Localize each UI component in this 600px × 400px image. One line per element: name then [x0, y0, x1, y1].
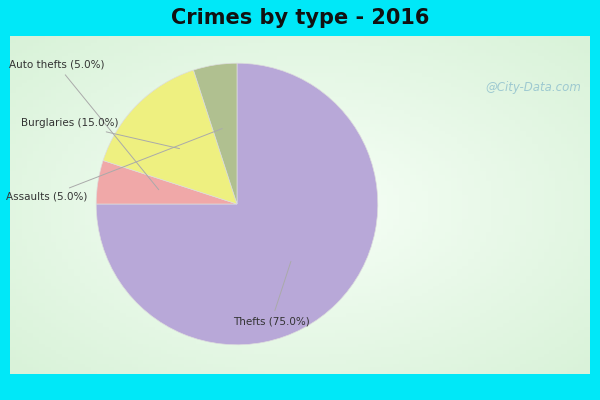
Text: Crimes by type - 2016: Crimes by type - 2016: [171, 8, 429, 28]
Wedge shape: [96, 63, 378, 345]
Wedge shape: [103, 70, 237, 204]
Text: Burglaries (15.0%): Burglaries (15.0%): [21, 118, 179, 149]
Wedge shape: [96, 160, 237, 204]
Wedge shape: [193, 63, 237, 204]
Text: Thefts (75.0%): Thefts (75.0%): [233, 262, 310, 326]
Text: @City-Data.com: @City-Data.com: [485, 82, 581, 94]
Text: Assaults (5.0%): Assaults (5.0%): [6, 128, 222, 202]
Text: Auto thefts (5.0%): Auto thefts (5.0%): [10, 60, 159, 190]
